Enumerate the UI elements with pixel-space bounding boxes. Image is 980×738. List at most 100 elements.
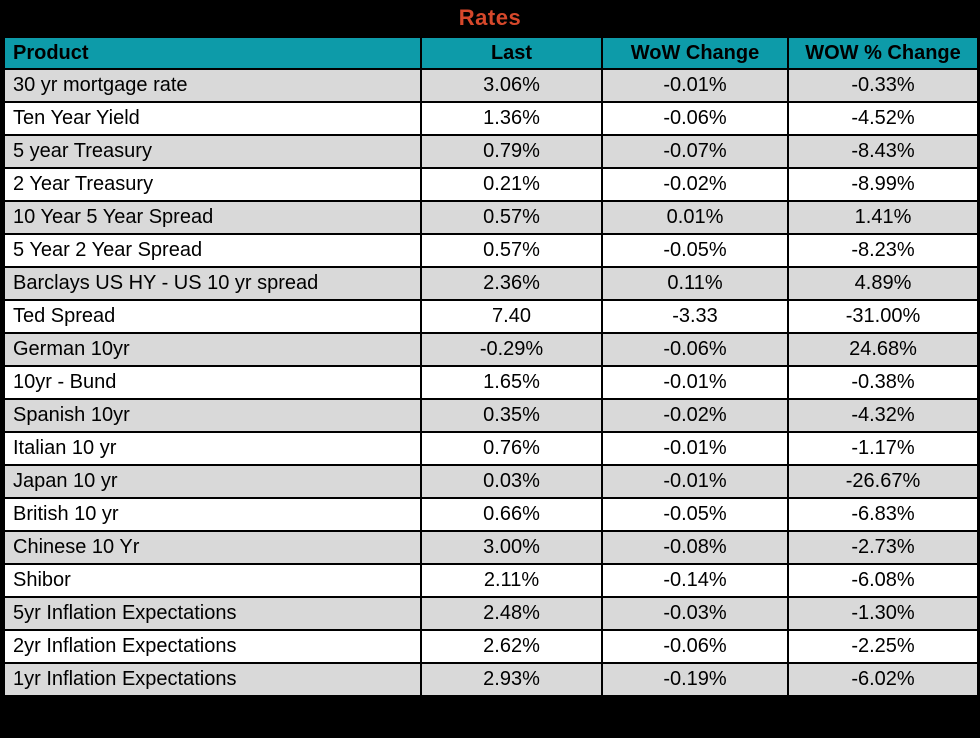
cell-last: 3.00% <box>420 530 603 565</box>
cell-wow-change: -3.33 <box>601 299 789 334</box>
cell-product: 5 Year 2 Year Spread <box>3 233 422 268</box>
cell-wow-change: -0.01% <box>601 464 789 499</box>
cell-product: 2 Year Treasury <box>3 167 422 202</box>
cell-product: Spanish 10yr <box>3 398 422 433</box>
cell-wow-pct-change: 1.41% <box>787 200 979 235</box>
cell-last: 0.35% <box>420 398 603 433</box>
cell-last: 1.36% <box>420 101 603 136</box>
cell-wow-pct-change: -1.30% <box>787 596 979 631</box>
cell-wow-change: 0.11% <box>601 266 789 301</box>
table-row: 1yr Inflation Expectations 2.93% -0.19% -6.… <box>3 662 979 697</box>
table-row: Ted Spread 7.40 -3.33 -31.00% <box>3 299 979 334</box>
cell-product: Japan 10 yr <box>3 464 422 499</box>
cell-wow-change: -0.07% <box>601 134 789 169</box>
cell-wow-pct-change: -26.67% <box>787 464 979 499</box>
table-row: Chinese 10 Yr 3.00% -0.08% -2.73% <box>3 530 979 565</box>
table-header: Product Last WoW Change WOW % Change <box>3 36 979 70</box>
rates-table: Product Last WoW Change WOW % Change 30 yr … <box>3 36 979 697</box>
cell-product: Ten Year Yield <box>3 101 422 136</box>
table-row: German 10yr -0.29% -0.06% 24.68% <box>3 332 979 367</box>
cell-product: Chinese 10 Yr <box>3 530 422 565</box>
cell-product: 1yr Inflation Expectations <box>3 662 422 697</box>
cell-wow-pct-change: -4.32% <box>787 398 979 433</box>
cell-wow-pct-change: 4.89% <box>787 266 979 301</box>
cell-last: 2.62% <box>420 629 603 664</box>
cell-wow-change: -0.01% <box>601 431 789 466</box>
cell-wow-change: -0.06% <box>601 332 789 367</box>
cell-wow-pct-change: -1.17% <box>787 431 979 466</box>
cell-last: 0.57% <box>420 233 603 268</box>
cell-product: 5 year Treasury <box>3 134 422 169</box>
cell-wow-pct-change: -6.08% <box>787 563 979 598</box>
table-row: 2yr Inflation Expectations 2.62% -0.06% -2.… <box>3 629 979 664</box>
cell-last: 2.11% <box>420 563 603 598</box>
cell-product: 30 yr mortgage rate <box>3 68 422 103</box>
cell-last: 0.03% <box>420 464 603 499</box>
cell-wow-pct-change: -6.83% <box>787 497 979 532</box>
cell-wow-pct-change: -6.02% <box>787 662 979 697</box>
column-header-product: Product <box>3 36 422 70</box>
cell-wow-pct-change: -8.43% <box>787 134 979 169</box>
cell-last: 1.65% <box>420 365 603 400</box>
cell-product: 5yr Inflation Expectations <box>3 596 422 631</box>
cell-last: 0.57% <box>420 200 603 235</box>
table-row: Italian 10 yr 0.76% -0.01% -1.17% <box>3 431 979 466</box>
table-row: Ten Year Yield 1.36% -0.06% -4.52% <box>3 101 979 136</box>
cell-wow-pct-change: -2.25% <box>787 629 979 664</box>
table-row: 5yr Inflation Expectations 2.48% -0.03% -1.… <box>3 596 979 631</box>
table-row: 10yr - Bund 1.65% -0.01% -0.38% <box>3 365 979 400</box>
table-row: Spanish 10yr 0.35% -0.02% -4.32% <box>3 398 979 433</box>
table-row: British 10 yr 0.66% -0.05% -6.83% <box>3 497 979 532</box>
cell-last: 2.36% <box>420 266 603 301</box>
cell-product: 10 Year 5 Year Spread <box>3 200 422 235</box>
column-header-wow-pct-change: WOW % Change <box>787 36 979 70</box>
table-row: 5 year Treasury 0.79% -0.07% -8.43% <box>3 134 979 169</box>
header-row: Product Last WoW Change WOW % Change <box>3 36 979 70</box>
table-row: Japan 10 yr 0.03% -0.01% -26.67% <box>3 464 979 499</box>
cell-product: Ted Spread <box>3 299 422 334</box>
cell-wow-change: 0.01% <box>601 200 789 235</box>
cell-wow-change: -0.14% <box>601 563 789 598</box>
cell-last: -0.29% <box>420 332 603 367</box>
cell-wow-pct-change: -0.33% <box>787 68 979 103</box>
table-row: 10 Year 5 Year Spread 0.57% 0.01% 1.41% <box>3 200 979 235</box>
cell-wow-pct-change: -8.23% <box>787 233 979 268</box>
cell-product: Italian 10 yr <box>3 431 422 466</box>
cell-wow-change: -0.19% <box>601 662 789 697</box>
table-row: 5 Year 2 Year Spread 0.57% -0.05% -8.23% <box>3 233 979 268</box>
column-header-last: Last <box>420 36 603 70</box>
cell-product: German 10yr <box>3 332 422 367</box>
table-title: Rates <box>3 0 977 36</box>
cell-wow-change: -0.01% <box>601 68 789 103</box>
column-header-wow-change: WoW Change <box>601 36 789 70</box>
cell-last: 0.79% <box>420 134 603 169</box>
cell-last: 2.48% <box>420 596 603 631</box>
cell-wow-pct-change: -4.52% <box>787 101 979 136</box>
cell-last: 0.66% <box>420 497 603 532</box>
table-body: 30 yr mortgage rate 3.06% -0.01% -0.33% Ten … <box>3 68 979 697</box>
cell-wow-change: -0.06% <box>601 101 789 136</box>
cell-wow-change: -0.05% <box>601 233 789 268</box>
cell-wow-change: -0.01% <box>601 365 789 400</box>
cell-wow-change: -0.08% <box>601 530 789 565</box>
table-row: Barclays US HY - US 10 yr spread 2.36% 0.1… <box>3 266 979 301</box>
cell-wow-pct-change: -2.73% <box>787 530 979 565</box>
cell-last: 0.21% <box>420 167 603 202</box>
cell-last: 2.93% <box>420 662 603 697</box>
cell-wow-change: -0.02% <box>601 398 789 433</box>
cell-last: 3.06% <box>420 68 603 103</box>
cell-wow-change: -0.06% <box>601 629 789 664</box>
cell-wow-change: -0.03% <box>601 596 789 631</box>
cell-product: 10yr - Bund <box>3 365 422 400</box>
cell-product: Barclays US HY - US 10 yr spread <box>3 266 422 301</box>
cell-product: 2yr Inflation Expectations <box>3 629 422 664</box>
cell-last: 7.40 <box>420 299 603 334</box>
table-row: 30 yr mortgage rate 3.06% -0.01% -0.33% <box>3 68 979 103</box>
cell-wow-change: -0.02% <box>601 167 789 202</box>
cell-wow-pct-change: -0.38% <box>787 365 979 400</box>
cell-product: British 10 yr <box>3 497 422 532</box>
table-row: Shibor 2.11% -0.14% -6.08% <box>3 563 979 598</box>
cell-wow-pct-change: -31.00% <box>787 299 979 334</box>
cell-product: Shibor <box>3 563 422 598</box>
